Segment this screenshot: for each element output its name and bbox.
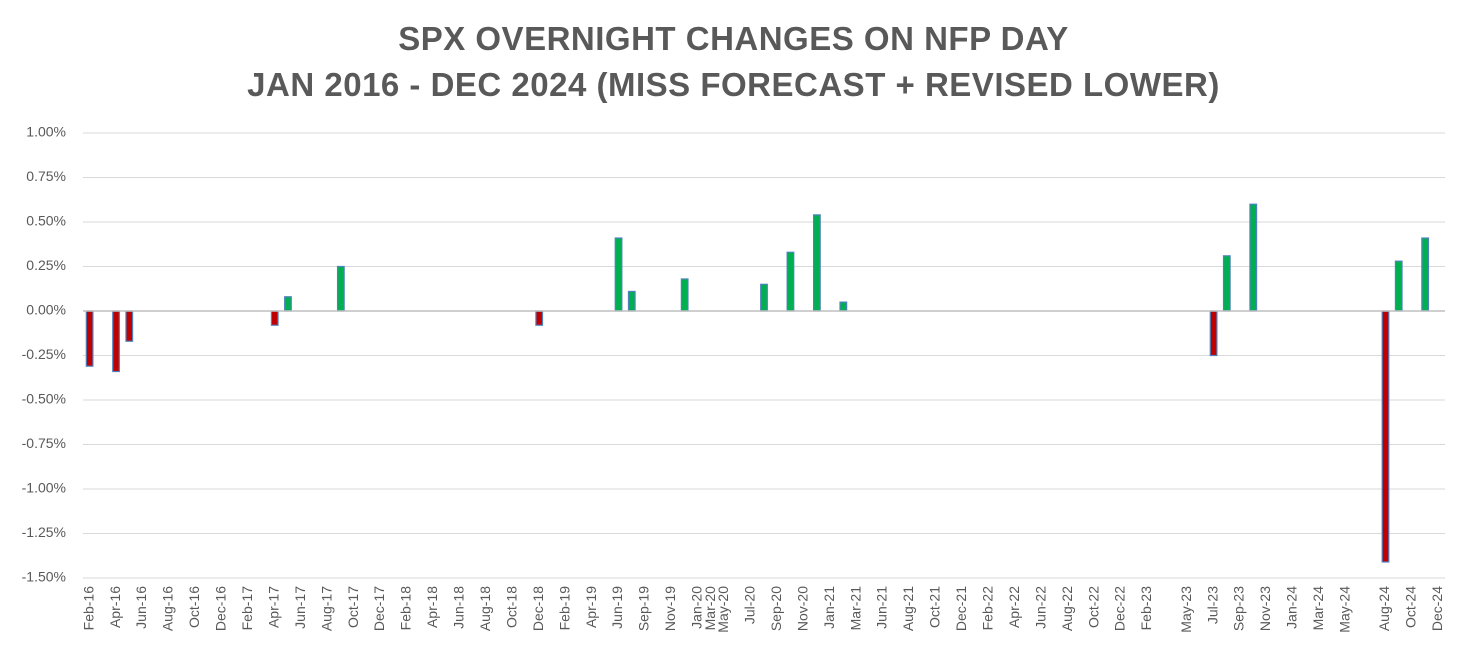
x-tick-label: Nov-19 xyxy=(662,586,678,631)
y-axis-ticks: 1.00% 0.75% 0.50% 0.25% 0.00% -0.25% -0.50% -0.… xyxy=(22,124,66,585)
bars xyxy=(85,203,1430,563)
y-tick-label: -0.75% xyxy=(22,435,66,451)
x-tick-label: Oct-16 xyxy=(186,586,202,628)
x-tick-label: Dec-21 xyxy=(953,586,969,631)
bar-aug-23 xyxy=(1222,255,1231,312)
x-tick-label: Oct-24 xyxy=(1403,586,1419,628)
y-tick-label: -0.25% xyxy=(22,346,66,362)
y-tick-label: 0.25% xyxy=(26,257,66,273)
x-tick-label: Apr-22 xyxy=(1006,586,1022,628)
bar-jun-19 xyxy=(614,237,623,312)
bar-feb-16 xyxy=(85,310,94,367)
x-tick-label: Feb-18 xyxy=(398,586,414,631)
x-tick-label: Aug-16 xyxy=(160,586,176,631)
y-tick-label: 0.50% xyxy=(26,213,66,229)
x-tick-label: Dec-18 xyxy=(530,586,546,631)
bar-apr-17 xyxy=(270,310,279,326)
x-tick-label: Jul-23 xyxy=(1204,586,1220,624)
x-tick-label: Mar-21 xyxy=(847,586,863,631)
x-tick-label: Sep-23 xyxy=(1231,586,1247,631)
bar-feb-21 xyxy=(839,301,848,312)
x-tick-label: Sep-19 xyxy=(636,586,652,631)
bar-sep-24 xyxy=(1394,260,1403,312)
bar-dec-19 xyxy=(680,278,689,312)
x-tick-label: Jun-21 xyxy=(874,586,890,629)
x-tick-label: Feb-17 xyxy=(239,586,255,631)
x-tick-label: Jan-24 xyxy=(1284,586,1300,629)
x-tick-label: Jul-20 xyxy=(741,586,757,624)
chart-subtitle: JAN 2016 - DEC 2024 (MISS FORECAST + REV… xyxy=(247,66,1220,103)
x-tick-label: Aug-18 xyxy=(477,586,493,631)
x-tick-label: Aug-24 xyxy=(1376,586,1392,631)
bar-nov-24 xyxy=(1421,237,1430,312)
x-tick-label: Mar-24 xyxy=(1310,586,1326,631)
x-tick-label: Dec-17 xyxy=(371,586,387,631)
x-tick-label: Aug-17 xyxy=(318,586,334,631)
bar-apr-16 xyxy=(112,310,120,373)
gridlines xyxy=(83,132,1445,579)
x-tick-label: Apr-19 xyxy=(583,586,599,628)
x-tick-label: Apr-17 xyxy=(265,586,281,628)
x-tick-label: Aug-22 xyxy=(1059,586,1075,631)
bar-sep-17 xyxy=(336,265,345,312)
x-tick-label: Feb-16 xyxy=(80,586,96,631)
x-tick-label: Dec-16 xyxy=(213,586,229,631)
chart-title: SPX OVERNIGHT CHANGES ON NFP DAY xyxy=(398,20,1069,57)
y-tick-label: -0.50% xyxy=(22,391,66,407)
x-tick-label: May-20 xyxy=(715,586,731,633)
x-tick-label: Apr-16 xyxy=(107,586,123,628)
x-tick-label: Dec-22 xyxy=(1112,586,1128,631)
x-tick-label: Oct-17 xyxy=(345,586,361,628)
x-tick-label: Oct-22 xyxy=(1085,586,1101,628)
bar-jul-23 xyxy=(1209,310,1218,357)
x-tick-label: Oct-21 xyxy=(927,586,943,628)
x-axis-ticks: Feb-16 Apr-16 Jun-16 Aug-16 Oct-16 Dec-16 Feb-… xyxy=(80,586,1445,633)
x-tick-label: Feb-19 xyxy=(556,586,572,631)
x-tick-label: Nov-23 xyxy=(1257,586,1273,631)
y-tick-label: -1.25% xyxy=(22,524,66,540)
bar-oct-23 xyxy=(1249,203,1258,312)
y-tick-label: -1.00% xyxy=(22,480,66,496)
y-tick-label: 0.00% xyxy=(26,302,66,318)
x-tick-label: Mar-20 xyxy=(702,586,718,631)
x-tick-label: Oct-18 xyxy=(503,586,519,628)
x-tick-label: Sep-20 xyxy=(768,586,784,631)
x-tick-label: Jun-18 xyxy=(451,586,467,629)
bar-may-17 xyxy=(284,296,292,312)
x-tick-label: Feb-23 xyxy=(1138,586,1154,631)
bar-jul-19 xyxy=(627,290,636,312)
x-tick-label: Jan-20 xyxy=(689,586,705,629)
x-tick-label: Jun-19 xyxy=(609,586,625,629)
x-tick-label: Jun-17 xyxy=(292,586,308,629)
x-tick-label: Aug-21 xyxy=(900,586,916,631)
bar-oct-20 xyxy=(786,251,795,312)
x-tick-label: May-24 xyxy=(1337,586,1353,633)
x-tick-label: Jun-22 xyxy=(1032,586,1048,629)
bar-aug-24 xyxy=(1381,310,1390,563)
bar-aug-20 xyxy=(760,283,768,312)
x-tick-label: Jun-16 xyxy=(133,586,149,629)
bar-dec-18 xyxy=(535,310,544,326)
y-tick-label: 0.75% xyxy=(26,168,66,184)
bar-dec-20 xyxy=(812,214,821,312)
bar-may-16 xyxy=(125,310,134,342)
y-tick-label: -1.50% xyxy=(22,569,66,585)
x-tick-label: May-23 xyxy=(1178,586,1194,633)
x-tick-label: Jan-21 xyxy=(821,586,837,629)
x-tick-label: Feb-22 xyxy=(979,586,995,631)
x-tick-label: Nov-20 xyxy=(794,586,810,631)
x-tick-label: Apr-18 xyxy=(424,586,440,628)
y-tick-label: 1.00% xyxy=(26,124,66,140)
x-tick-label: Dec-24 xyxy=(1429,586,1445,631)
